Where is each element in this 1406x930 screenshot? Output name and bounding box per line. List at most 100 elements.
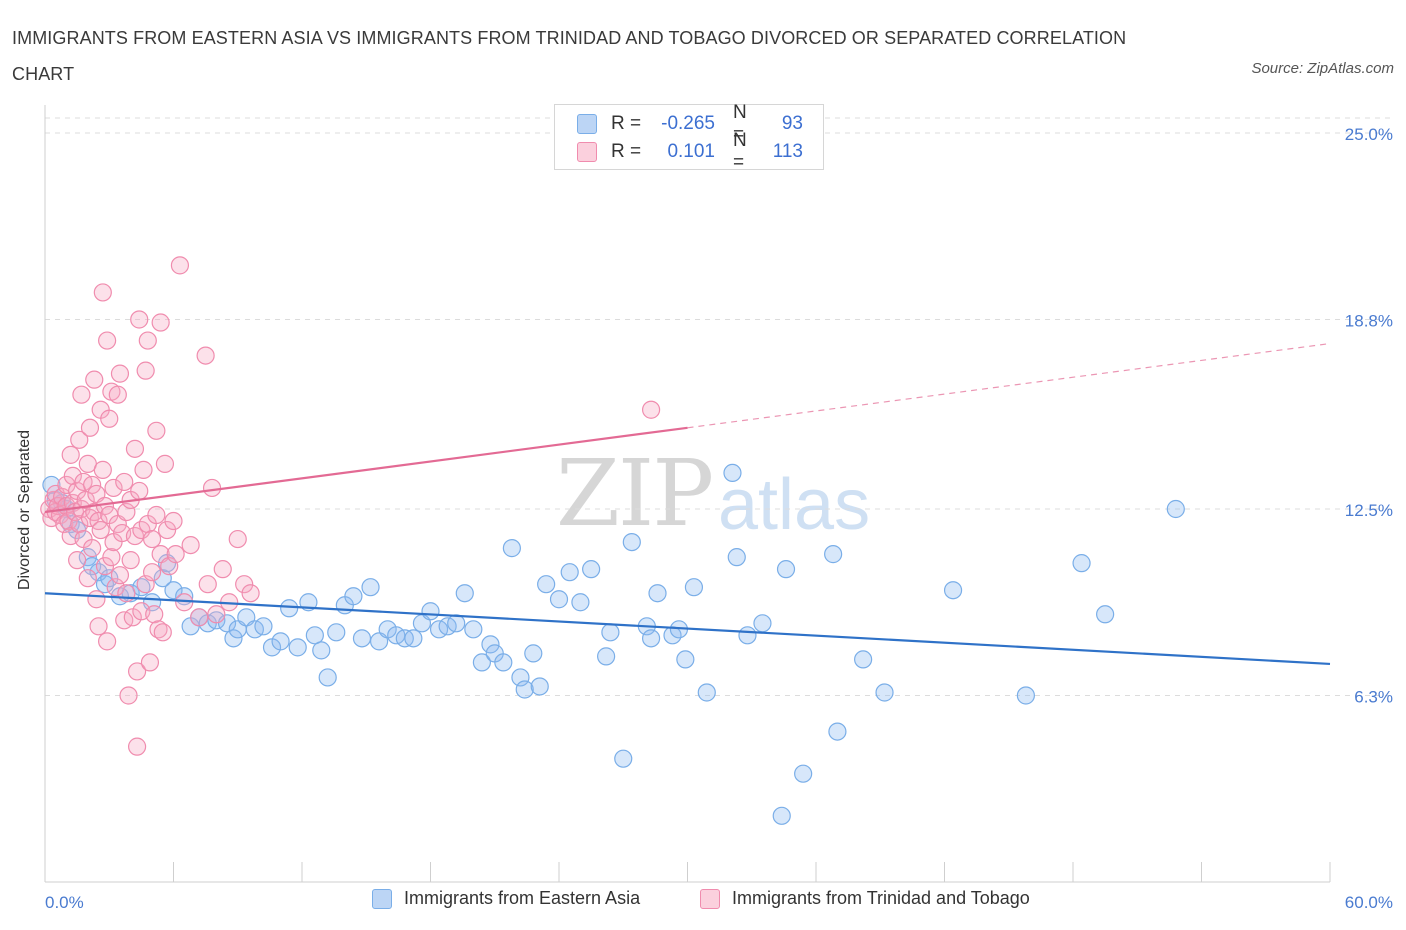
data-point-eastern-asia <box>352 629 372 648</box>
data-point-trinidad-tobago <box>78 569 97 588</box>
data-point-trinidad-tobago <box>91 520 110 540</box>
legend-swatch-pink <box>577 142 597 162</box>
legend-row-trinidad-tobago: R = 0.101 N = 113 <box>577 130 803 173</box>
data-point-trinidad-tobago <box>104 478 123 498</box>
data-point-trinidad-tobago <box>83 475 102 495</box>
data-point-eastern-asia <box>641 629 661 648</box>
data-point-eastern-asia <box>494 653 513 672</box>
data-point-trinidad-tobago <box>117 584 136 603</box>
data-point-trinidad-tobago <box>85 502 104 522</box>
data-point-trinidad-tobago <box>127 662 147 681</box>
data-point-trinidad-tobago <box>155 454 175 473</box>
data-point-eastern-asia <box>288 638 307 657</box>
data-point-eastern-asia <box>524 644 543 663</box>
data-point-eastern-asia <box>344 587 363 606</box>
chart-source: Source: ZipAtlas.com <box>1251 60 1394 77</box>
data-point-eastern-asia <box>537 575 556 594</box>
data-point-eastern-asia <box>464 620 483 639</box>
data-point-trinidad-tobago <box>110 364 130 383</box>
data-point-trinidad-tobago <box>63 466 82 486</box>
trend-line-eastern-asia <box>44 592 1331 666</box>
y-tick-label: 25.0% <box>1345 125 1393 144</box>
data-point-trinidad-tobago <box>89 617 108 636</box>
legend-n-value: 93 <box>781 113 803 134</box>
legend-r-key: R = <box>611 113 642 134</box>
data-point-eastern-asia <box>511 668 530 687</box>
data-point-trinidad-tobago <box>228 529 247 549</box>
data-point-trinidad-tobago <box>202 478 222 498</box>
x-tick-label: 60.0% <box>1345 893 1393 912</box>
x-tick-label: 0.0% <box>45 893 84 912</box>
data-point-eastern-asia <box>753 614 772 633</box>
data-point-trinidad-tobago <box>142 563 162 582</box>
data-point-eastern-asia <box>723 463 742 483</box>
data-point-trinidad-tobago <box>130 481 149 501</box>
data-point-trinidad-tobago <box>134 460 153 479</box>
data-point-trinidad-tobago <box>147 505 166 525</box>
data-point-eastern-asia <box>943 581 963 600</box>
legend-n-key: N = <box>733 130 747 173</box>
data-point-eastern-asia <box>1072 554 1091 573</box>
data-point-trinidad-tobago <box>164 511 183 531</box>
data-point-trinidad-tobago <box>142 529 162 549</box>
chart-title: IMMIGRANTS FROM EASTERN ASIA VS IMMIGRAN… <box>12 28 1127 84</box>
data-point-trinidad-tobago <box>83 539 102 558</box>
data-point-eastern-asia <box>447 614 466 633</box>
data-point-eastern-asia <box>42 475 61 495</box>
data-point-trinidad-tobago <box>235 575 254 594</box>
data-point-eastern-asia <box>684 578 704 597</box>
data-point-eastern-asia <box>472 653 491 672</box>
legend-item-eastern-asia[interactable]: Immigrants from Eastern Asia <box>372 888 640 909</box>
axes <box>44 105 1331 883</box>
data-point-trinidad-tobago <box>145 605 164 624</box>
data-point-trinidad-tobago <box>207 605 226 624</box>
data-point-trinidad-tobago <box>98 632 117 651</box>
data-point-trinidad-tobago <box>170 256 190 275</box>
data-point-trinidad-tobago <box>87 590 106 609</box>
data-point-eastern-asia <box>854 650 873 669</box>
data-point-trinidad-tobago <box>100 409 119 428</box>
legend-swatch-blue <box>372 888 392 909</box>
legend-r-key: R = <box>611 141 642 162</box>
watermark-zip: ZIP <box>556 440 714 547</box>
data-point-trinidad-tobago <box>72 385 91 404</box>
data-point-eastern-asia <box>100 569 119 588</box>
data-point-trinidad-tobago <box>70 514 89 534</box>
data-point-trinidad-tobago <box>196 346 215 365</box>
y-axis-label: Divorced or Separated <box>16 429 33 590</box>
data-point-trinidad-tobago <box>125 439 145 458</box>
data-point-trinidad-tobago <box>95 557 115 576</box>
data-point-trinidad-tobago <box>93 283 112 302</box>
data-point-trinidad-tobago <box>110 566 130 585</box>
data-point-trinidad-tobago <box>57 475 76 495</box>
legend-label-eastern-asia: Immigrants from Eastern Asia <box>404 888 641 908</box>
trinidad-tobago-points <box>40 256 661 756</box>
legend-item-trinidad-tobago[interactable]: Immigrants from Trinidad and Tobago <box>700 888 1030 909</box>
data-point-trinidad-tobago <box>59 511 78 531</box>
y-tick-label: 6.3% <box>1354 687 1393 706</box>
data-point-eastern-asia <box>622 532 641 552</box>
data-point-eastern-asia <box>794 764 813 783</box>
data-point-eastern-asia <box>648 584 667 603</box>
data-point-eastern-asia <box>78 548 97 567</box>
data-point-eastern-asia <box>530 677 549 696</box>
data-point-trinidad-tobago <box>138 331 157 350</box>
tick-labels: 6.3% 12.5% 18.8% 25.0% 0.0% 60.0% <box>45 125 1393 912</box>
data-point-trinidad-tobago <box>119 686 138 705</box>
data-point-trinidad-tobago <box>157 520 177 540</box>
data-point-eastern-asia <box>776 560 796 579</box>
data-point-trinidad-tobago <box>115 472 134 492</box>
legend-label-trinidad-tobago: Immigrants from Trinidad and Tobago <box>732 888 1030 908</box>
data-point-trinidad-tobago <box>140 653 160 672</box>
data-point-eastern-asia <box>327 623 346 642</box>
data-point-trinidad-tobago <box>130 310 149 329</box>
data-point-eastern-asia <box>697 683 716 702</box>
data-point-eastern-asia <box>1166 499 1185 519</box>
data-point-eastern-asia <box>254 617 273 636</box>
data-point-trinidad-tobago <box>93 460 112 479</box>
correlation-legend: R = -0.265 N = 93 R = 0.101 N = 113 <box>554 102 824 173</box>
data-point-eastern-asia <box>582 560 601 579</box>
data-point-eastern-asia <box>404 629 423 648</box>
data-point-eastern-asia <box>614 749 633 768</box>
